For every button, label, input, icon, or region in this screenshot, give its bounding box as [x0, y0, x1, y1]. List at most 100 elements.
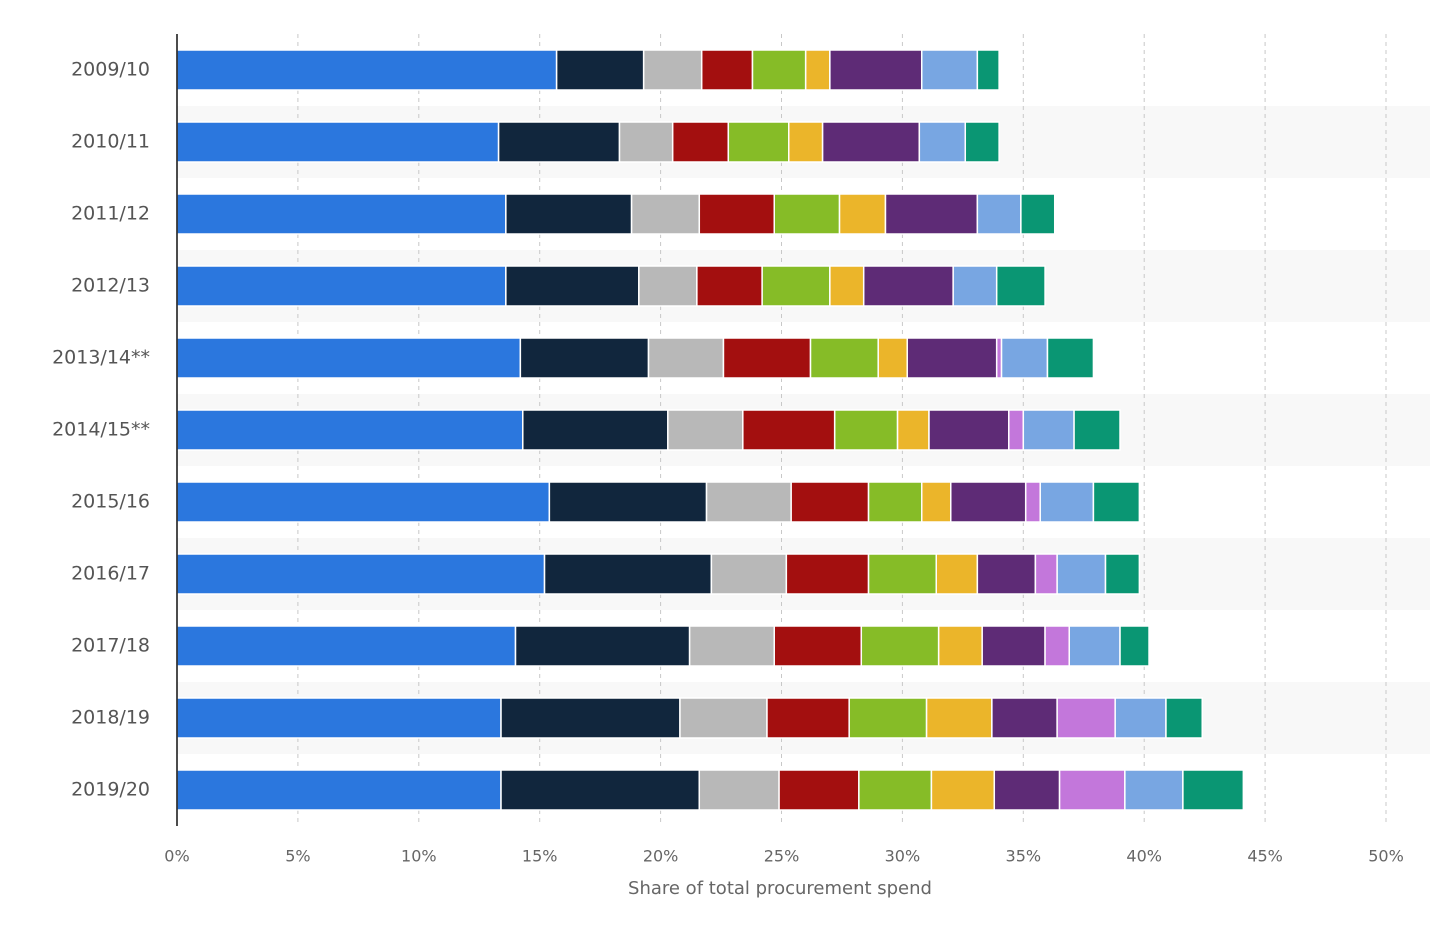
bar-segment — [858, 769, 933, 811]
bar-segment — [1058, 769, 1126, 811]
bar-segment — [647, 337, 725, 379]
bar-segment — [809, 337, 879, 379]
bar-segment — [1182, 769, 1245, 811]
bar-segment — [176, 337, 522, 379]
x-tick-label: 0% — [164, 847, 189, 866]
bar-segment — [829, 49, 923, 91]
bar-segment — [500, 769, 701, 811]
bar-segment — [176, 769, 502, 811]
y-tick-label: 2015/16 — [71, 491, 150, 513]
bar-segment — [785, 553, 870, 595]
bar-segment — [671, 121, 730, 163]
bar-segment — [176, 49, 558, 91]
bar-segment — [176, 625, 517, 667]
y-tick-label: 2014/15** — [52, 419, 150, 441]
bar-segment — [896, 409, 930, 451]
bar-segment — [920, 481, 952, 523]
bar-segment — [976, 49, 1000, 91]
bar-segment — [766, 697, 850, 739]
bar-segment — [698, 769, 780, 811]
bar-segment — [862, 265, 954, 307]
y-tick-label: 2018/19 — [71, 707, 150, 729]
x-tick-label: 20% — [643, 847, 679, 866]
bar-segment — [1104, 553, 1141, 595]
y-tick-label: 2012/13 — [71, 275, 150, 297]
bar-segment — [176, 265, 507, 307]
bar-segment — [773, 193, 841, 235]
bar-segment — [928, 409, 1010, 451]
bar-segment — [500, 697, 681, 739]
y-tick-label: 2009/10 — [71, 59, 150, 81]
bar-segment — [995, 265, 1046, 307]
bar-segment — [778, 769, 860, 811]
bar-segment — [630, 193, 701, 235]
bar-segment — [176, 121, 500, 163]
bar-segment — [505, 193, 633, 235]
bar-segment — [925, 697, 993, 739]
y-tick-label: 2013/14** — [52, 347, 150, 369]
bar-segment — [976, 193, 1022, 235]
bar-segment — [1044, 625, 1070, 667]
bar-segment — [788, 121, 824, 163]
bar-segment — [751, 49, 807, 91]
bar-segment — [176, 409, 524, 451]
bar-segment — [548, 481, 708, 523]
bar-segment — [950, 481, 1027, 523]
bar-segment — [700, 49, 754, 91]
bar-segment — [710, 553, 788, 595]
bar-segment — [1073, 409, 1121, 451]
bar-segment — [918, 121, 967, 163]
bar-segment — [829, 265, 865, 307]
bar-segment — [176, 193, 507, 235]
bar-segment — [505, 265, 640, 307]
bar-segment — [1068, 625, 1121, 667]
x-tick-label: 45% — [1247, 847, 1283, 866]
bar-segment — [884, 193, 979, 235]
bar-segment — [821, 121, 921, 163]
bar-segment — [1056, 553, 1107, 595]
bar-segment — [906, 337, 998, 379]
bar-segment — [1124, 769, 1184, 811]
bar-segment — [976, 553, 1037, 595]
bar-segment — [1020, 193, 1056, 235]
bar-segment — [773, 625, 863, 667]
bar-segment — [804, 49, 831, 91]
x-tick-label: 15% — [522, 847, 558, 866]
x-tick-label: 50% — [1368, 847, 1404, 866]
bar-segment — [1022, 409, 1075, 451]
bar-segment — [964, 121, 1000, 163]
bar-segment — [981, 625, 1046, 667]
x-tick-label: 30% — [885, 847, 921, 866]
bar-segment — [727, 121, 790, 163]
bar-segment — [1039, 481, 1095, 523]
bar-segment — [993, 769, 1061, 811]
bar-segment — [833, 409, 899, 451]
bar-segment — [877, 337, 908, 379]
bar-segment — [920, 49, 979, 91]
y-tick-label: 2011/12 — [71, 203, 150, 225]
bar-segment — [522, 409, 669, 451]
bar-segment — [1056, 697, 1116, 739]
bar-segment — [555, 49, 645, 91]
bar-segment — [722, 337, 812, 379]
bar-segment — [696, 265, 763, 307]
bar-segment — [642, 49, 703, 91]
bar-segment — [1119, 625, 1150, 667]
bar-segment — [618, 121, 674, 163]
bar-segment — [952, 265, 998, 307]
bar-segment — [688, 625, 775, 667]
x-tick-label: 40% — [1126, 847, 1162, 866]
bar-segment — [1114, 697, 1167, 739]
bar-segment — [742, 409, 836, 451]
x-tick-label: 25% — [764, 847, 800, 866]
bar-segment — [638, 265, 698, 307]
bar-segment — [991, 697, 1058, 739]
bar-segment — [937, 625, 983, 667]
bar-segment — [790, 481, 870, 523]
bar-segment — [1165, 697, 1203, 739]
bar-segment — [935, 553, 979, 595]
bar-segment — [705, 481, 792, 523]
x-tick-label: 35% — [1006, 847, 1042, 866]
bar-segment — [176, 481, 551, 523]
